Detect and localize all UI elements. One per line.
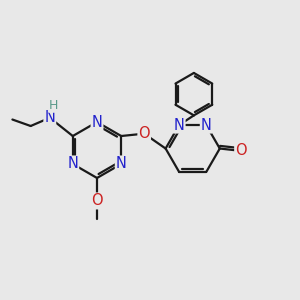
Text: N: N: [67, 157, 78, 172]
Text: H: H: [49, 99, 58, 112]
Text: N: N: [44, 110, 55, 125]
Text: N: N: [201, 118, 212, 133]
Text: O: O: [138, 126, 150, 141]
Text: N: N: [116, 157, 127, 172]
Text: N: N: [92, 115, 102, 130]
Text: N: N: [174, 118, 184, 133]
Text: O: O: [235, 143, 247, 158]
Text: O: O: [91, 194, 103, 208]
